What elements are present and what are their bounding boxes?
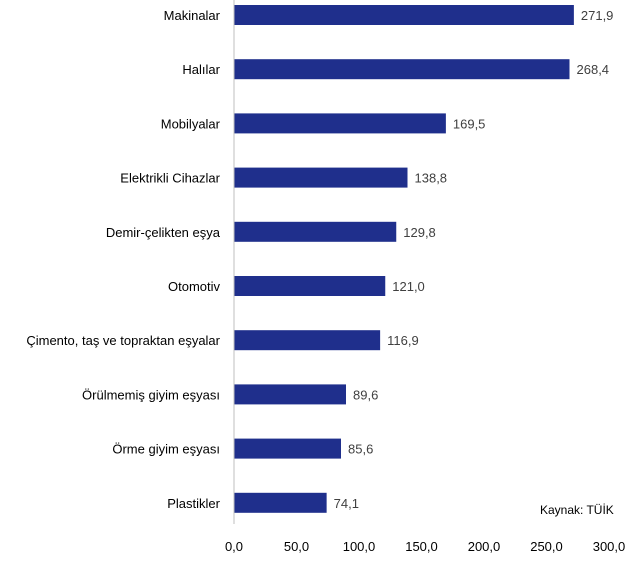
- bar-3: [234, 167, 408, 188]
- bar-9: [234, 492, 327, 513]
- category-label: Otomotiv: [168, 279, 221, 294]
- bar-5: [234, 276, 386, 296]
- category-label: Elektrikli Cihazlar: [120, 171, 220, 186]
- source-note: Kaynak: TÜİK: [540, 503, 614, 517]
- category-label: Mobilyalar: [161, 116, 221, 131]
- value-label: 74,1: [334, 496, 359, 511]
- bar-4: [234, 221, 397, 242]
- bar-6: [234, 330, 381, 351]
- category-label: Örülmemiş giyim eşyası: [82, 387, 220, 402]
- bars-group: [234, 5, 574, 513]
- category-label: Halılar: [182, 62, 220, 77]
- value-label: 116,9: [387, 333, 419, 348]
- value-label: 129,8: [403, 225, 436, 240]
- bar-1: [234, 59, 570, 80]
- x-tick-label: 0,0: [225, 539, 243, 554]
- value-label: 121,0: [392, 279, 425, 294]
- bar-8: [234, 438, 341, 459]
- x-tick-labels: 0,0 50,0 100,0 150,0 200,0 250,0 300,0: [225, 539, 625, 554]
- value-labels: 271,9 268,4 169,5 138,8 129,8 121,0 116,9 89,6 8…: [334, 8, 614, 511]
- x-tick-label: 250,0: [530, 539, 563, 554]
- x-tick-label: 300,0: [593, 539, 626, 554]
- value-label: 271,9: [581, 8, 614, 23]
- value-label: 268,4: [577, 62, 610, 77]
- value-label: 89,6: [353, 387, 378, 402]
- category-labels: Makinalar Halılar Mobilyalar Elektrikli Cih…: [26, 8, 220, 511]
- category-label: Demir-çelikten eşya: [106, 225, 221, 240]
- bar-2: [234, 113, 446, 134]
- value-label: 85,6: [348, 442, 373, 457]
- category-label: Örme giyim eşyası: [112, 442, 220, 457]
- category-label: Plastikler: [167, 496, 220, 511]
- value-label: 138,8: [415, 171, 448, 186]
- category-label: Makinalar: [164, 8, 221, 23]
- bar-0: [234, 5, 574, 25]
- x-tick-label: 100,0: [343, 539, 376, 554]
- x-tick-label: 50,0: [284, 539, 309, 554]
- bar-7: [234, 384, 346, 405]
- x-tick-label: 150,0: [405, 539, 438, 554]
- category-label: Çimento, taş ve topraktan eşyalar: [26, 333, 220, 348]
- value-label: 169,5: [453, 116, 486, 131]
- x-tick-label: 200,0: [468, 539, 501, 554]
